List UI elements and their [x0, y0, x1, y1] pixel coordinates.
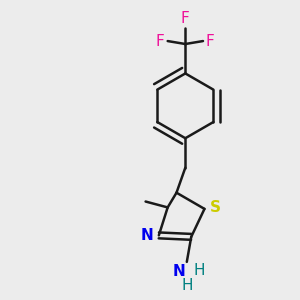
- Text: S: S: [210, 200, 221, 215]
- Text: H: H: [193, 263, 205, 278]
- Text: H: H: [181, 278, 193, 293]
- Text: N: N: [172, 264, 185, 279]
- Text: F: F: [206, 34, 215, 49]
- Text: N: N: [141, 228, 154, 243]
- Text: F: F: [181, 11, 190, 26]
- Text: F: F: [156, 34, 165, 49]
